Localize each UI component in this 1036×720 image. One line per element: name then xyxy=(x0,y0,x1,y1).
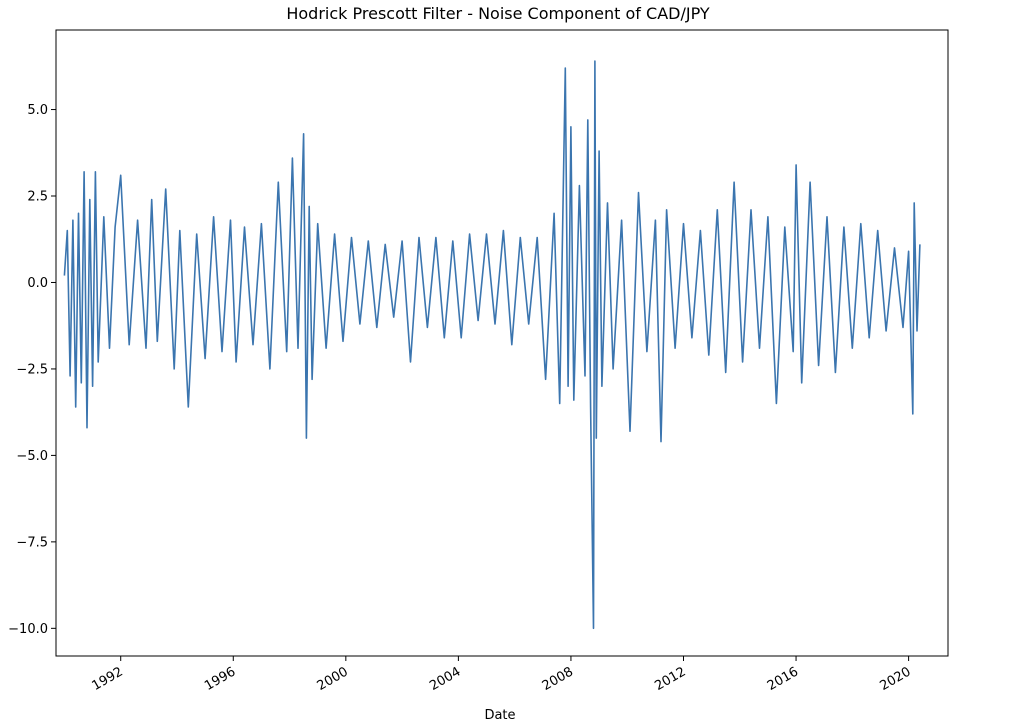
x-tick-label-2012: 2012 xyxy=(652,664,688,694)
x-tick-label-2000: 2000 xyxy=(315,664,351,694)
y-tick-label-6: −10.0 xyxy=(8,622,48,637)
x-axis: 1992 1996 2000 2004 2008 2012 2016 2020 xyxy=(90,656,914,694)
y-tick-label-3: −2.5 xyxy=(16,362,48,377)
y-tick-label-5: −7.5 xyxy=(16,535,48,550)
plot-frame xyxy=(55,29,949,657)
series-line-noise xyxy=(63,60,921,630)
chart-title: Hodrick Prescott Filter - Noise Componen… xyxy=(286,4,710,23)
x-tick-label-1992: 1992 xyxy=(90,664,126,694)
x-tick-label-2008: 2008 xyxy=(540,664,576,694)
y-tick-label-2: 0.0 xyxy=(27,276,48,291)
y-tick-label-0: 5.0 xyxy=(27,103,48,118)
y-tick-label-4: −5.0 xyxy=(16,449,48,464)
y-tick-label-1: 2.5 xyxy=(27,190,48,205)
x-axis-label: Date xyxy=(484,708,515,720)
x-tick-label-2016: 2016 xyxy=(765,664,801,694)
y-axis: 5.0 2.5 0.0 −2.5 −5.0 −7.5 −10.0 xyxy=(8,103,56,637)
x-tick-label-1996: 1996 xyxy=(202,664,238,694)
x-tick-label-2020: 2020 xyxy=(877,664,913,694)
plot-area xyxy=(55,29,949,657)
x-tick-label-2004: 2004 xyxy=(427,664,463,694)
